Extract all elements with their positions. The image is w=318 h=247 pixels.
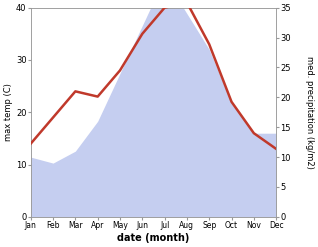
Y-axis label: med. precipitation (kg/m2): med. precipitation (kg/m2) [305, 56, 314, 169]
Y-axis label: max temp (C): max temp (C) [4, 83, 13, 141]
X-axis label: date (month): date (month) [117, 233, 190, 243]
